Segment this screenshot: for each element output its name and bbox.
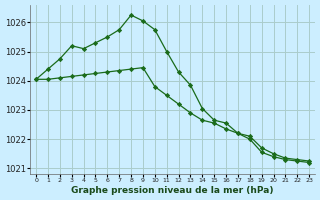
X-axis label: Graphe pression niveau de la mer (hPa): Graphe pression niveau de la mer (hPa) <box>71 186 274 195</box>
